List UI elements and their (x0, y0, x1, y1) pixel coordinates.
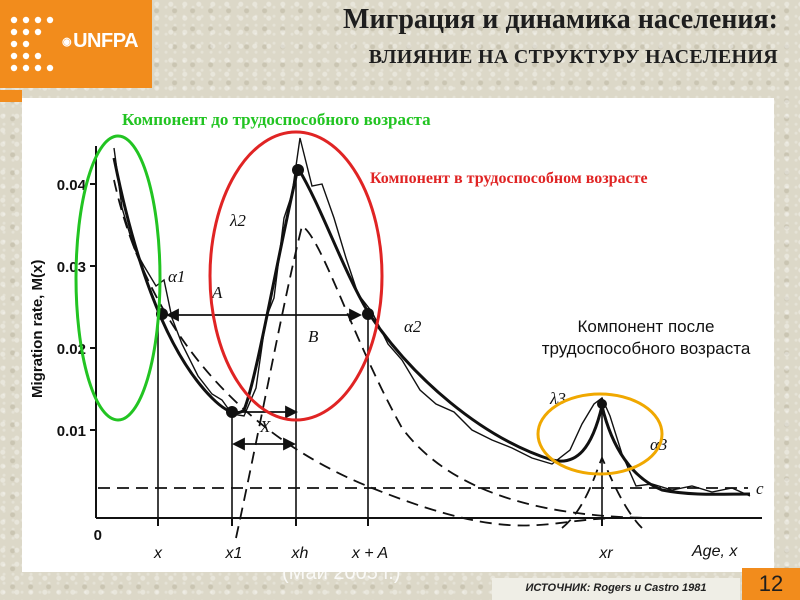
source-caption: ИСТОЧНИК: Rogers и Castro 1981 (492, 578, 740, 600)
y-tick-label: 0.04 (57, 177, 87, 194)
page-number: 12 (742, 568, 800, 600)
x-width-label: X (259, 417, 271, 436)
page-title: Миграция и динамика населения: (343, 4, 778, 35)
x-tick-label: x (153, 545, 163, 562)
migration-schedule-figure: 0.04 0.03 0.02 0.01 0 Migration rate, M(… (22, 98, 774, 572)
c-label: c (756, 479, 764, 498)
un-emblem-icon: ◉ (62, 36, 72, 49)
post-working-label: Компонент после трудоспособного возраста (510, 316, 782, 360)
y-tick-label: 0.03 (57, 259, 86, 276)
y-tick-label: 0.01 (57, 423, 86, 440)
observed-data-line (113, 137, 751, 497)
x-tick-label: xh (291, 545, 309, 562)
x-tick-label: xr (598, 545, 613, 562)
accent-bar (0, 90, 22, 102)
x-tick-label: x1 (225, 545, 243, 562)
y-tick-label: 0.02 (57, 341, 86, 358)
alpha1-label: α1 (168, 267, 185, 286)
working-component-curve (235, 224, 663, 539)
post-working-label-line2: трудоспособного возраста (541, 339, 751, 358)
y-axis-label: Migration rate, M(x) (29, 260, 46, 398)
working-label: Компонент в трудоспособном возрасте (370, 170, 648, 187)
post-working-ellipse (536, 392, 664, 476)
alpha2-label: α2 (404, 317, 422, 336)
page-subtitle: ВЛИЯНИЕ НА СТРУКТУРУ НАСЕЛЕНИЯ (368, 46, 778, 68)
lambda2-label: λ2 (229, 211, 246, 230)
fitted-migration-curve (112, 157, 751, 496)
unfpa-logo: ◉ UNFPA (0, 0, 152, 88)
y-tick-label: 0 (94, 527, 102, 544)
pre-working-ellipse (74, 134, 162, 422)
post-working-label-line1: Компонент после (577, 317, 715, 336)
date-caption: (Май 2005 г.) (282, 562, 401, 584)
working-ellipse (208, 130, 384, 422)
dots-icon (10, 16, 54, 72)
pre-working-label: Компонент до трудоспособного возраста (122, 110, 431, 129)
migration-curve-diagram: 0.04 0.03 0.02 0.01 0 Migration rate, M(… (29, 130, 764, 562)
a-label: A (211, 283, 223, 302)
logo-text: ◉ UNFPA (62, 30, 139, 52)
x-tick-label: x + A (351, 545, 388, 562)
b-label: B (308, 327, 319, 346)
x-axis-label: Age, x (691, 543, 738, 560)
